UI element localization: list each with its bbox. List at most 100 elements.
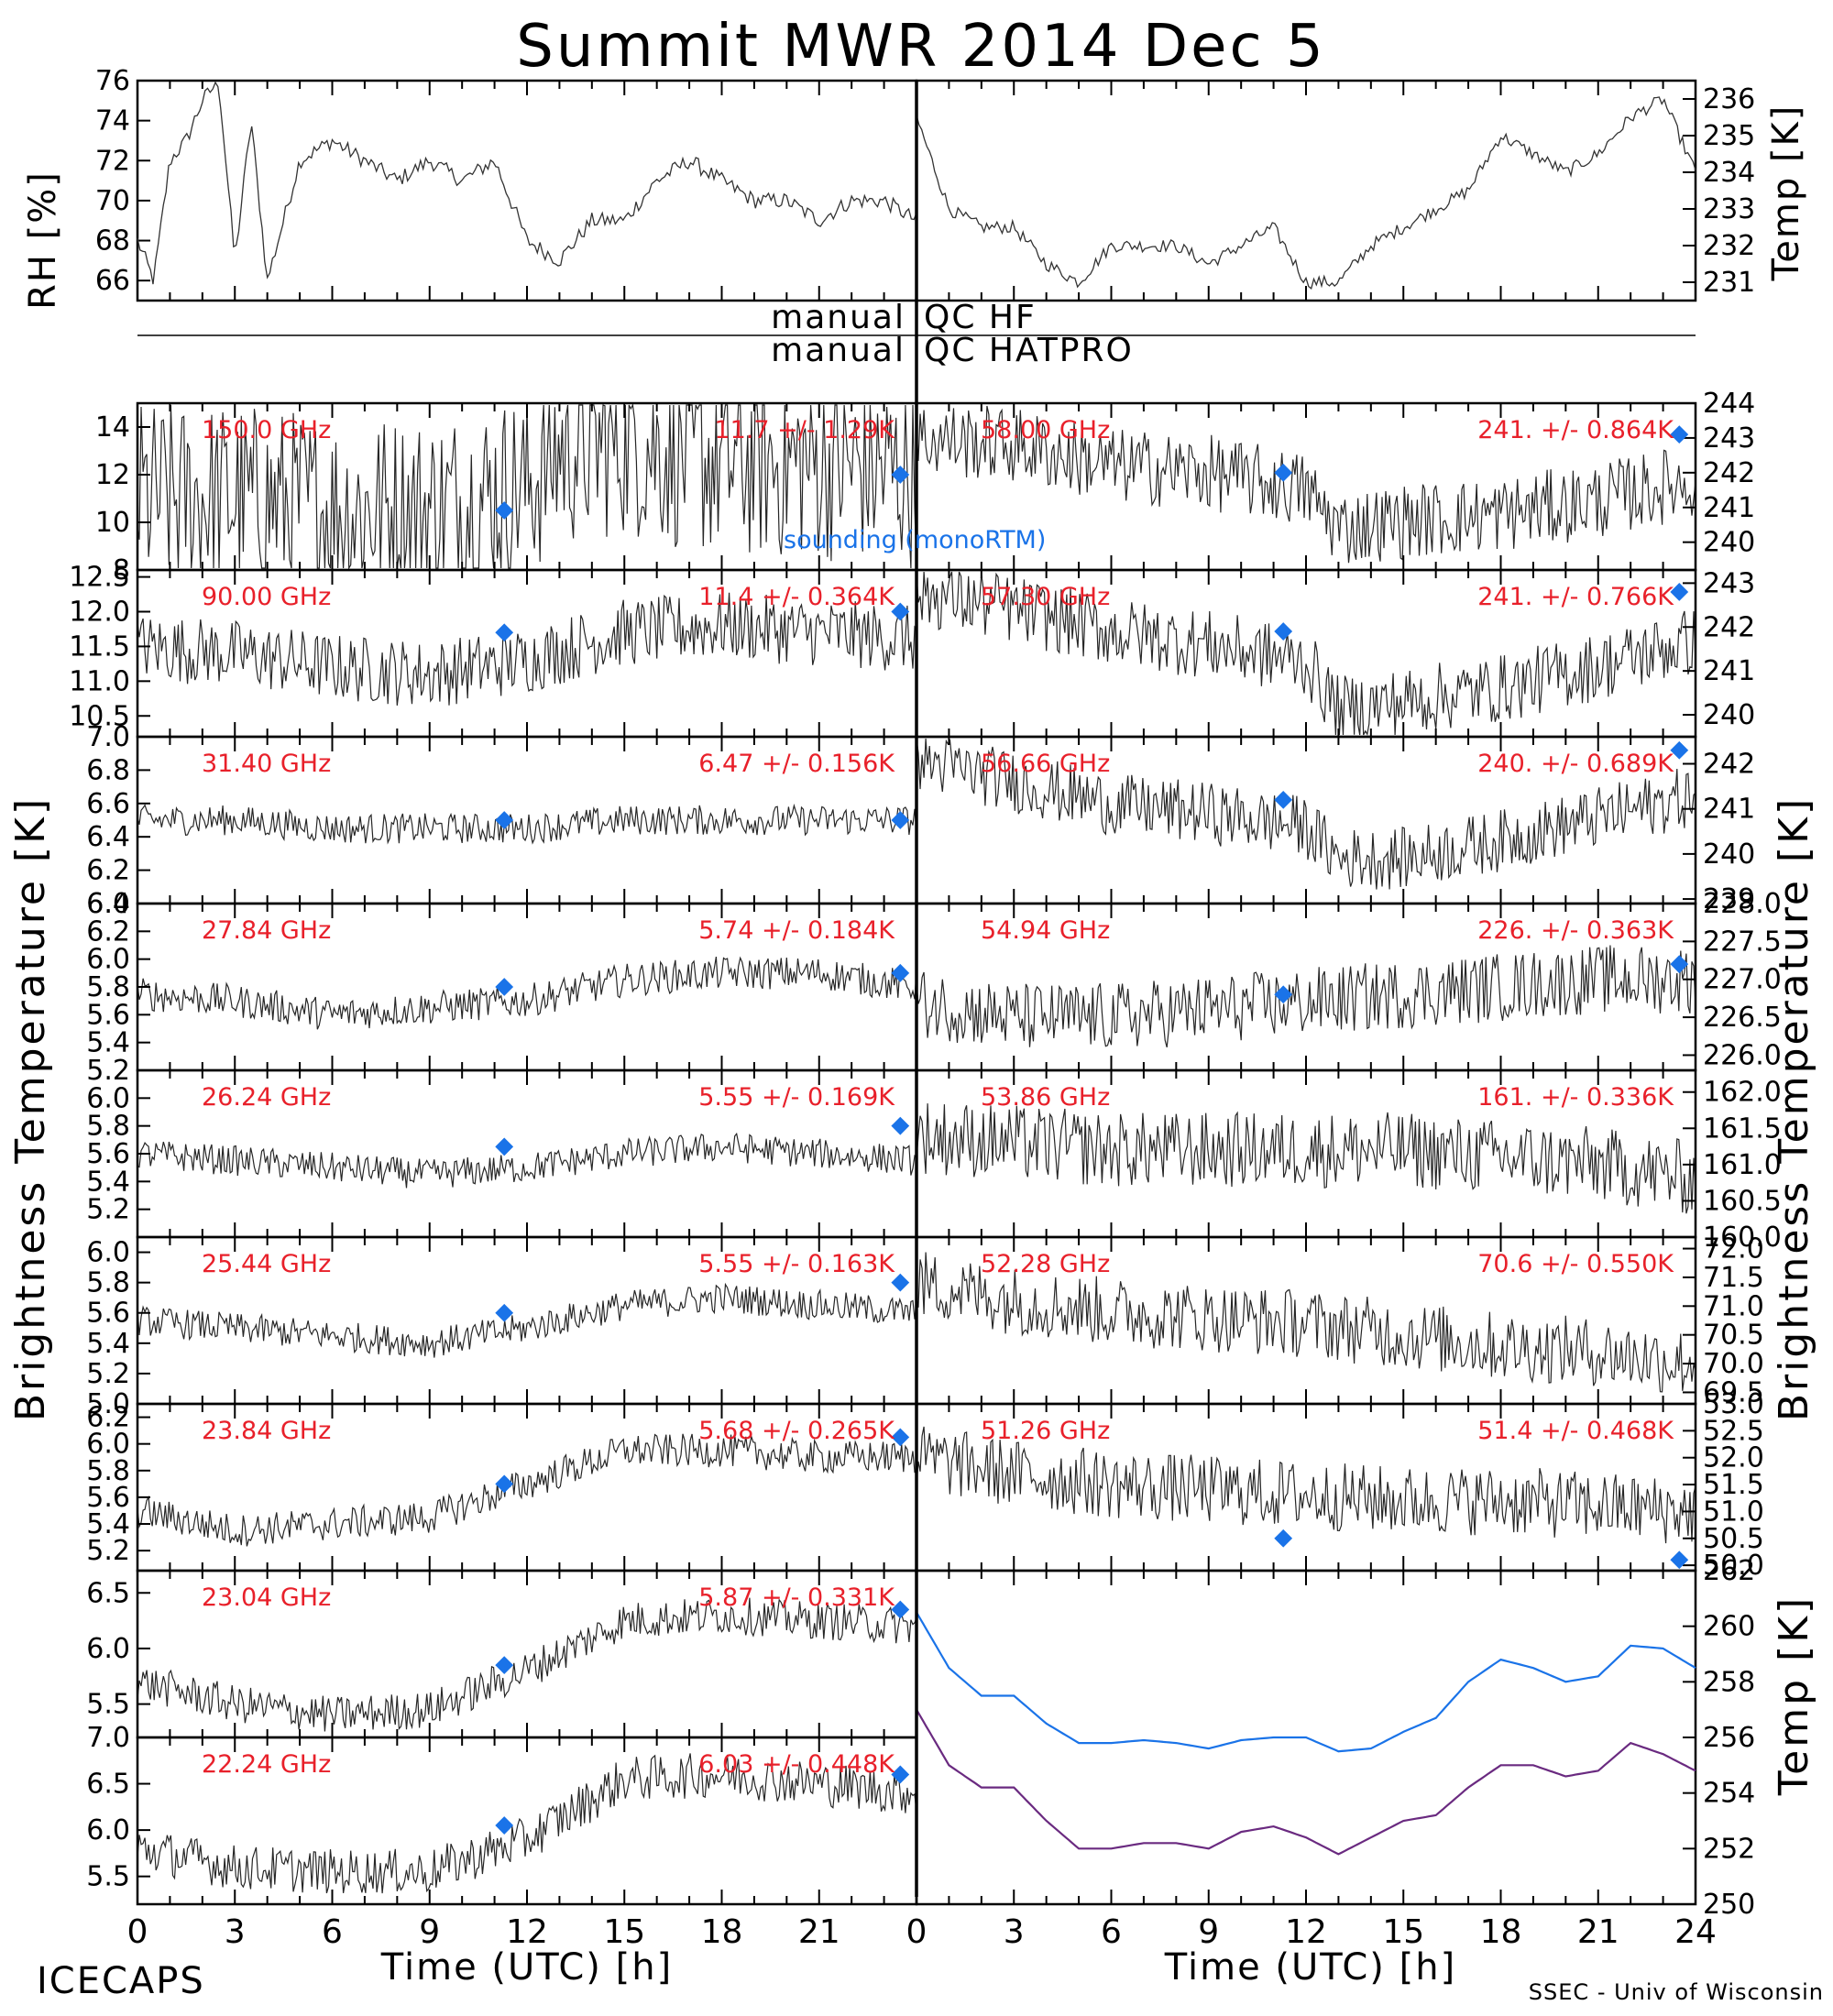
y-tick-label-right-51.26-2: 51.0 — [1703, 1496, 1764, 1528]
y-tick-label-right-58.00-4: 244 — [1703, 388, 1755, 420]
x-tick-label-right-8: 24 — [1674, 1913, 1717, 1951]
x-tick-label-left-2: 6 — [322, 1913, 343, 1951]
y-tick-label-left-26.24-3: 5.8 — [86, 1111, 130, 1143]
x-tick-label-left-7: 21 — [798, 1913, 840, 1951]
y-tick-label-right-54.94-0: 226.0 — [1703, 1039, 1782, 1071]
y-tick-label-right-57.30-2: 242 — [1703, 611, 1755, 643]
x-axis-title-left: Time (UTC) [h] — [380, 1946, 673, 1989]
y-tick-label-left-23.84-4: 6.0 — [86, 1429, 130, 1461]
stat-label-right-56.66: 240. +/- 0.689K — [1477, 750, 1674, 778]
sounding-marker-right-57.30-0 — [1274, 622, 1293, 641]
stat-label-left-23.04: 5.87 +/- 0.331K — [698, 1583, 895, 1612]
panel-left-150.0: 8 10 12 14 150.0 GHz 11.7 +/- 1.29K — [95, 401, 918, 586]
y-tick-label-left-27.84-0: 5.2 — [86, 1055, 130, 1087]
y-tick-label-right-54.94-3: 227.5 — [1703, 926, 1782, 958]
y-tick-label-left-90.00-1: 11.0 — [69, 665, 130, 697]
y-tick-label-rh-2: 70 — [95, 185, 130, 217]
qc-hatpro-left-label: manual — [771, 332, 906, 369]
x-tick-label-left-4: 12 — [506, 1913, 548, 1951]
stat-label-right-53.86: 161. +/- 0.336K — [1477, 1083, 1674, 1112]
panel-right-52.28: 69.570.070.571.071.572.0 52.28 GHz 70.6 +/… — [915, 1233, 1764, 1408]
sounding-marker-right-51.26-1 — [1670, 1550, 1689, 1570]
y-tick-label-left-25.44-3: 5.6 — [86, 1298, 130, 1330]
y-tick-label-left-150.0-2: 12 — [95, 459, 130, 491]
y-tick-label-left-31.40-0: 6.0 — [86, 888, 130, 920]
x-tick-label-right-2: 6 — [1101, 1913, 1122, 1951]
series-trace-left-90.00 — [137, 592, 917, 706]
y-tick-label-left-23.84-3: 5.8 — [86, 1455, 130, 1487]
y-tick-label-blackbody-0: 250 — [1703, 1889, 1755, 1921]
sounding-note: sounding (monoRTM) — [784, 526, 1046, 554]
sounding-marker-right-51.26-0 — [1274, 1528, 1293, 1548]
qc-hf-right-label: QC HF — [924, 299, 1037, 336]
y-tick-label-right-58.00-3: 243 — [1703, 422, 1755, 455]
y-tick-label-right-53.86-2: 161.0 — [1703, 1149, 1782, 1181]
stat-label-left-22.24: 6.03 +/- 0.448K — [698, 1750, 895, 1779]
series-trace-left-22.24 — [137, 1753, 917, 1894]
panel-left-25.44: 5.05.25.45.65.86.0 25.44 GHz 5.55 +/- 0.16… — [86, 1235, 918, 1420]
panel-right-51.26: 50.050.551.051.552.052.553.0 51.26 GHz 51.… — [915, 1388, 1764, 1582]
sounding-marker-left-25.44-1 — [891, 1273, 910, 1292]
series-trace-left-23.04 — [137, 1597, 917, 1732]
y-tick-label-left-25.44-0: 5.0 — [86, 1388, 130, 1420]
y-tick-label-left-22.24-1: 6.0 — [86, 1814, 130, 1846]
sounding-marker-left-23.84-0 — [495, 1474, 514, 1494]
freq-label-left-25.44: 25.44 GHz — [202, 1250, 331, 1278]
y-tick-label-right-57.30-0: 240 — [1703, 699, 1755, 731]
y-tick-label-temp-1: 232 — [1703, 230, 1755, 262]
rh-line — [137, 81, 917, 285]
freq-label-right-58.00: 58.00 GHz — [981, 416, 1110, 444]
y-tick-label-right-52.28-4: 71.5 — [1703, 1262, 1764, 1294]
stat-label-left-150.0: 11.7 +/- 1.29K — [714, 416, 895, 444]
sounding-marker-left-22.24-1 — [891, 1765, 910, 1784]
sounding-marker-left-25.44-0 — [495, 1303, 514, 1322]
freq-label-left-90.00: 90.00 GHz — [202, 583, 331, 611]
sounding-marker-right-58.00-0 — [1274, 463, 1293, 482]
series-trace-right-52.28 — [916, 1252, 1696, 1393]
blackbody-line-1 — [916, 1709, 1696, 1856]
temp-axis-title: Temp [K] — [1765, 104, 1807, 282]
sounding-marker-right-54.94-1 — [1670, 955, 1689, 974]
freq-label-left-23.84: 23.84 GHz — [202, 1417, 331, 1445]
y-tick-label-right-52.28-2: 70.5 — [1703, 1320, 1764, 1352]
sounding-marker-left-31.40-1 — [891, 811, 910, 829]
y-tick-label-right-56.66-3: 242 — [1703, 749, 1755, 781]
y-tick-label-right-54.94-4: 228.0 — [1703, 888, 1782, 920]
y-tick-label-left-90.00-0: 10.5 — [69, 700, 130, 732]
y-tick-label-left-90.00-2: 11.5 — [69, 630, 130, 663]
sounding-marker-right-58.00-1 — [1670, 425, 1689, 444]
y-tick-label-temp-3: 234 — [1703, 157, 1755, 189]
y-tick-label-blackbody-3: 256 — [1703, 1722, 1755, 1754]
stat-label-left-31.40: 6.47 +/- 0.156K — [698, 750, 895, 778]
figure-title: Summit MWR 2014 Dec 5 — [516, 13, 1326, 81]
y-tick-label-right-56.66-0: 239 — [1703, 883, 1755, 915]
x-tick-label-left-5: 15 — [603, 1913, 645, 1951]
x-tick-label-right-0: 0 — [906, 1913, 927, 1951]
freq-label-right-53.86: 53.86 GHz — [981, 1083, 1110, 1112]
y-tick-label-left-25.44-1: 5.2 — [86, 1358, 130, 1390]
y-tick-label-left-23.04-0: 5.5 — [86, 1689, 130, 1721]
freq-label-left-23.04: 23.04 GHz — [202, 1583, 331, 1612]
y-tick-label-right-58.00-2: 242 — [1703, 457, 1755, 489]
y-tick-label-left-31.40-1: 6.2 — [86, 855, 130, 887]
y-tick-label-left-26.24-1: 5.4 — [86, 1166, 130, 1198]
y-tick-label-left-90.00-3: 12.0 — [69, 597, 130, 629]
y-tick-label-right-56.66-1: 240 — [1703, 838, 1755, 871]
y-tick-label-left-26.24-4: 6.0 — [86, 1082, 130, 1114]
y-tick-label-left-22.24-0: 5.5 — [86, 1861, 130, 1893]
freq-label-right-51.26: 51.26 GHz — [981, 1417, 1110, 1445]
x-tick-label-right-6: 18 — [1480, 1913, 1522, 1951]
series-trace-left-26.24 — [137, 1132, 917, 1189]
series-trace-right-53.86 — [916, 1103, 1696, 1214]
stat-label-left-26.24: 5.55 +/- 0.169K — [698, 1083, 895, 1112]
y-tick-label-left-27.84-4: 6.0 — [86, 944, 130, 976]
stat-label-right-57.30: 241. +/- 0.766K — [1477, 583, 1674, 611]
y-tick-label-left-90.00-4: 12.5 — [69, 562, 130, 594]
stat-label-left-23.84: 5.68 +/- 0.265K — [698, 1417, 895, 1445]
y-tick-label-left-31.40-4: 6.8 — [86, 754, 130, 786]
y-tick-label-left-27.84-3: 5.8 — [86, 971, 130, 1003]
y-tick-label-left-150.0-3: 14 — [95, 411, 130, 444]
panel-left-22.24: 5.5 6.0 6.5 7.0 22.24 GHz 6.03 +/- 0.448K — [86, 1722, 918, 1906]
y-tick-label-blackbody-1: 252 — [1703, 1833, 1755, 1865]
